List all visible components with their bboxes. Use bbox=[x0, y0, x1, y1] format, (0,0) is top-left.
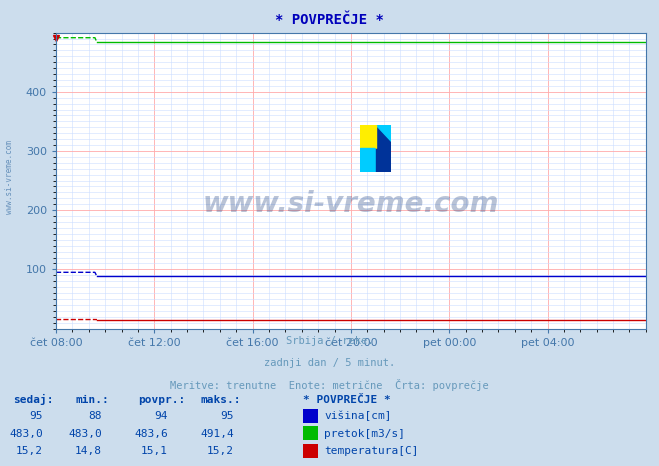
Text: 95: 95 bbox=[30, 411, 43, 421]
Text: * POVPREČJE *: * POVPREČJE * bbox=[275, 13, 384, 27]
Text: www.si-vreme.com: www.si-vreme.com bbox=[203, 190, 499, 218]
Text: min.:: min.: bbox=[76, 395, 109, 405]
Text: 94: 94 bbox=[155, 411, 168, 421]
Polygon shape bbox=[376, 125, 391, 141]
Text: * POVPREČJE *: * POVPREČJE * bbox=[303, 395, 391, 405]
Text: višina[cm]: višina[cm] bbox=[324, 411, 391, 421]
Text: 15,2: 15,2 bbox=[207, 446, 234, 456]
Text: 483,0: 483,0 bbox=[69, 429, 102, 439]
Bar bbox=[376, 125, 391, 171]
Text: 15,1: 15,1 bbox=[141, 446, 168, 456]
Text: 14,8: 14,8 bbox=[75, 446, 102, 456]
Text: maks.:: maks.: bbox=[201, 395, 241, 405]
Text: sedaj:: sedaj: bbox=[13, 394, 53, 405]
Text: www.si-vreme.com: www.si-vreme.com bbox=[5, 140, 14, 214]
Text: 491,4: 491,4 bbox=[200, 429, 234, 439]
Text: Srbija / reke.: Srbija / reke. bbox=[286, 336, 373, 346]
Text: povpr.:: povpr.: bbox=[138, 395, 186, 405]
Text: 15,2: 15,2 bbox=[16, 446, 43, 456]
Text: 483,0: 483,0 bbox=[9, 429, 43, 439]
Text: Meritve: trenutne  Enote: metrične  Črta: povprečje: Meritve: trenutne Enote: metrične Črta: … bbox=[170, 379, 489, 391]
Text: 95: 95 bbox=[221, 411, 234, 421]
Text: zadnji dan / 5 minut.: zadnji dan / 5 minut. bbox=[264, 358, 395, 368]
Bar bbox=[360, 148, 376, 171]
Polygon shape bbox=[360, 125, 376, 148]
Bar bbox=[360, 125, 376, 148]
Text: 483,6: 483,6 bbox=[134, 429, 168, 439]
Text: pretok[m3/s]: pretok[m3/s] bbox=[324, 429, 405, 439]
Text: temperatura[C]: temperatura[C] bbox=[324, 446, 418, 456]
Text: 88: 88 bbox=[89, 411, 102, 421]
